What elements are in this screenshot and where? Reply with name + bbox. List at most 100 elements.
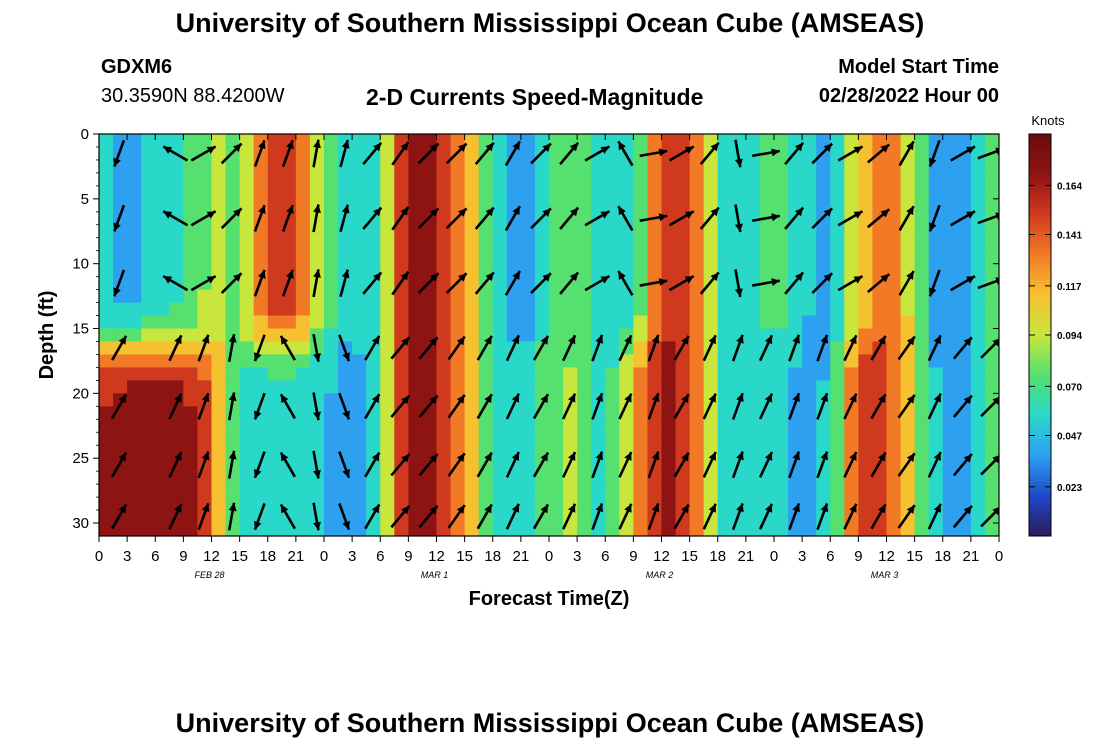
heatmap-cell — [155, 523, 170, 536]
heatmap-cell — [830, 237, 845, 252]
current-arrow — [866, 208, 891, 229]
heatmap-cell — [436, 146, 452, 161]
current-arrow — [391, 141, 410, 166]
heatmap-cell — [422, 237, 438, 252]
heatmap-cell — [549, 263, 564, 278]
heatmap-cell — [408, 328, 424, 343]
heatmap-cell — [492, 484, 508, 498]
current-arrow — [758, 451, 774, 478]
heatmap-cell — [577, 432, 592, 446]
y-tick-label: 30 — [72, 515, 89, 532]
current-arrow-head — [233, 273, 242, 282]
heatmap-cell — [183, 276, 199, 291]
current-arrow-head — [313, 139, 321, 149]
heatmap-cell — [830, 406, 845, 420]
heatmap-cell — [478, 289, 494, 304]
heatmap-cell — [492, 263, 508, 278]
heatmap-cell — [183, 185, 199, 200]
heatmap-cell — [633, 354, 649, 369]
heatmap-cell — [408, 393, 424, 407]
heatmap-cell — [281, 302, 297, 317]
heatmap-cell — [436, 250, 452, 265]
heatmap-cell — [661, 159, 677, 174]
heatmap-cell — [577, 159, 592, 174]
heatmap-cell — [267, 263, 283, 278]
heatmap-cell — [872, 263, 888, 278]
heatmap-cell — [127, 172, 142, 187]
heatmap-cell — [844, 302, 859, 317]
heatmap-cell — [774, 134, 789, 148]
current-arrow-head — [253, 520, 262, 530]
heatmap-cell — [661, 445, 677, 459]
heatmap-cell — [394, 432, 409, 446]
heatmap-cell — [802, 185, 817, 200]
heatmap-cell — [295, 172, 311, 187]
heatmap-cell — [872, 484, 888, 498]
heatmap-cell — [169, 263, 184, 278]
heatmap-cell — [141, 328, 156, 343]
heatmap-cell — [267, 159, 283, 174]
heatmap-cell — [113, 315, 128, 330]
current-arrow — [447, 335, 466, 361]
current-arrow — [312, 450, 321, 479]
heatmap-cell — [914, 471, 930, 485]
current-arrow — [253, 502, 266, 531]
heatmap-cell — [99, 341, 114, 356]
colorbar-tick-label: 0.023 — [1057, 483, 1082, 494]
heatmap-cell — [689, 211, 705, 226]
current-arrow-head — [651, 393, 660, 403]
heatmap-cell — [478, 224, 494, 239]
heatmap-cell — [605, 497, 620, 511]
heatmap-cell — [914, 328, 930, 343]
current-arrow-head — [771, 213, 780, 222]
heatmap-cell — [492, 237, 508, 252]
heatmap-cell — [281, 380, 297, 394]
heatmap-cell — [788, 134, 803, 148]
current-arrow — [811, 207, 834, 230]
x-tick-label: 21 — [738, 548, 755, 565]
heatmap-cell — [563, 432, 578, 446]
current-arrow — [168, 503, 183, 530]
current-arrow — [390, 504, 411, 529]
heatmap-cell — [830, 276, 845, 291]
heatmap-cell — [942, 302, 958, 317]
heatmap-cell — [99, 380, 114, 394]
current-arrow-head — [771, 278, 780, 287]
heatmap-cell — [970, 198, 986, 213]
heatmap-cell — [675, 198, 691, 213]
heatmap-cell — [141, 380, 156, 394]
heatmap-cell — [830, 185, 845, 200]
colorbar-tick-label: 0.164 — [1057, 181, 1082, 192]
heatmap-cell — [689, 393, 705, 407]
heatmap-cell — [141, 185, 156, 200]
current-arrow-head — [511, 451, 520, 461]
heatmap-cell — [970, 341, 986, 356]
heatmap-cell — [745, 211, 761, 226]
heatmap-cell — [127, 315, 142, 330]
current-arrow — [731, 451, 744, 479]
heatmap-cell — [928, 172, 944, 187]
heatmap-cell — [478, 185, 494, 200]
heatmap-cell — [324, 302, 339, 317]
heatmap-cell — [366, 354, 381, 369]
y-tick-label: 0 — [81, 126, 89, 143]
heatmap-cell — [155, 406, 170, 420]
heatmap-cell — [492, 341, 508, 356]
heatmap-cell — [155, 341, 170, 356]
heatmap-cell — [352, 523, 367, 536]
current-arrow — [530, 272, 552, 294]
current-arrow — [168, 334, 183, 362]
heatmap-cell — [605, 458, 620, 472]
heatmap-cell — [872, 354, 888, 369]
heatmap-cell — [436, 263, 452, 278]
current-arrow-head — [286, 269, 294, 279]
current-arrow-head — [878, 504, 886, 514]
heatmap-cell — [900, 367, 916, 381]
heatmap-cell — [745, 134, 761, 148]
heatmap-cell — [619, 484, 634, 498]
x-tick-label: 21 — [513, 548, 530, 565]
heatmap-cell — [830, 510, 845, 524]
heatmap-cell — [605, 224, 620, 239]
heatmap-cell — [830, 471, 845, 485]
